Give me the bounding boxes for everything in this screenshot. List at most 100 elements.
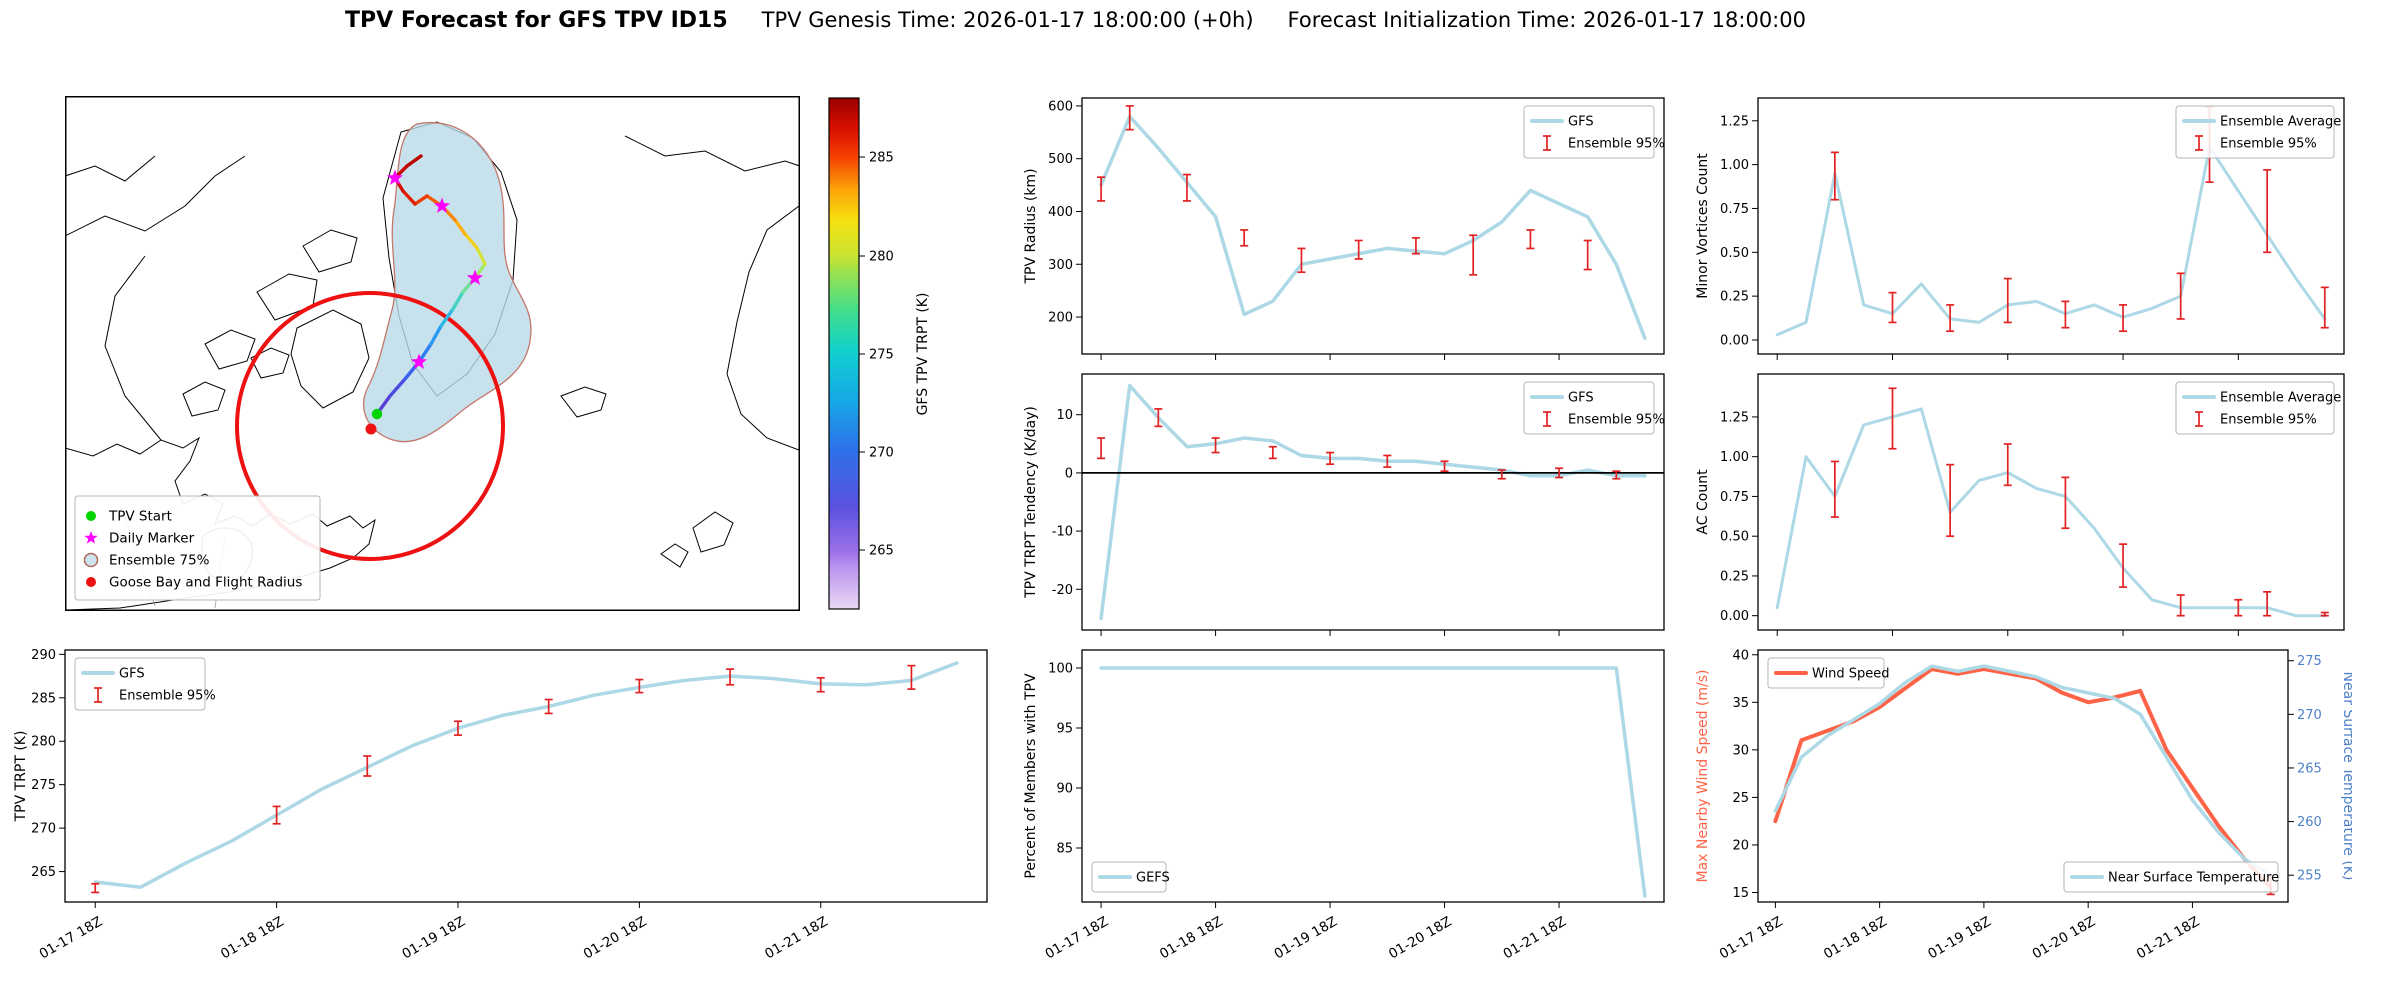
svg-text:Near Surface Temperature: Near Surface Temperature bbox=[2108, 871, 2279, 886]
svg-text:10: 10 bbox=[1056, 408, 1073, 423]
svg-text:85: 85 bbox=[1056, 842, 1073, 857]
svg-text:01-21 18Z: 01-21 18Z bbox=[1500, 914, 1569, 963]
svg-text:Percent of Members with TPV: Percent of Members with TPV bbox=[1023, 673, 1039, 879]
svg-text:-20: -20 bbox=[1052, 583, 1073, 598]
svg-text:Ensemble 95%: Ensemble 95% bbox=[1568, 137, 1665, 152]
svg-text:Near Surface Temperature (K): Near Surface Temperature (K) bbox=[2340, 672, 2352, 881]
map-canvas bbox=[66, 121, 799, 610]
svg-text:01-20 18Z: 01-20 18Z bbox=[2030, 914, 2099, 963]
colorbar-tick: 285 bbox=[869, 151, 894, 166]
svg-text:GFS: GFS bbox=[119, 667, 145, 682]
svg-text:95: 95 bbox=[1056, 722, 1073, 737]
chart-ac-count: 0.00 0.25 0.50 0.75 1.00 1.25 AC Count Ensemble… bbox=[1692, 364, 2352, 636]
svg-text:01-18 18Z: 01-18 18Z bbox=[218, 914, 287, 963]
map-frame bbox=[65, 96, 800, 611]
title-init: Forecast Initialization Time: 2026-01-17… bbox=[1287, 8, 1806, 32]
svg-text:0.75: 0.75 bbox=[1720, 202, 1749, 217]
chart-percent-members: 01-17 18Z 01-18 18Z 01-19 18Z 01-20 18Z 01-2… bbox=[1020, 640, 1670, 977]
svg-text:600: 600 bbox=[1048, 99, 1073, 114]
svg-text:270: 270 bbox=[2297, 708, 2322, 723]
svg-text:Ensemble 95%: Ensemble 95% bbox=[2220, 413, 2317, 428]
chart-tpv-radius: 200 300 400 500 600 TPV Radius (km) GFS Ensembl… bbox=[1020, 88, 1670, 360]
svg-text:40: 40 bbox=[1732, 648, 1749, 663]
svg-text:1.25: 1.25 bbox=[1720, 114, 1749, 129]
svg-text:285: 285 bbox=[31, 691, 56, 706]
daily-marker-icon bbox=[84, 531, 98, 544]
svg-text:0: 0 bbox=[1065, 466, 1073, 481]
svg-text:0.00: 0.00 bbox=[1720, 333, 1749, 348]
svg-text:255: 255 bbox=[2297, 869, 2322, 884]
svg-text:260: 260 bbox=[2297, 815, 2322, 830]
svg-text:Ensemble 95%: Ensemble 95% bbox=[2220, 137, 2317, 152]
legend-daily-marker: Daily Marker bbox=[109, 531, 195, 547]
map: TPV Start Daily Marker Ensemble 75% Goos… bbox=[65, 96, 931, 611]
svg-text:0.00: 0.00 bbox=[1720, 609, 1749, 624]
svg-text:GFS: GFS bbox=[1568, 391, 1594, 406]
svg-text:Wind Speed: Wind Speed bbox=[1812, 667, 1890, 682]
legend-tpv-start: TPV Start bbox=[108, 509, 172, 525]
svg-text:01-20 18Z: 01-20 18Z bbox=[581, 914, 650, 963]
svg-text:TPV TRPT Tendency (K/day): TPV TRPT Tendency (K/day) bbox=[1023, 406, 1039, 599]
svg-text:275: 275 bbox=[31, 778, 56, 793]
svg-text:TPV TRPT (K): TPV TRPT (K) bbox=[13, 731, 29, 823]
svg-text:90: 90 bbox=[1056, 782, 1073, 797]
svg-text:0.25: 0.25 bbox=[1720, 290, 1749, 305]
svg-text:1.00: 1.00 bbox=[1720, 158, 1749, 173]
svg-text:25: 25 bbox=[1732, 791, 1749, 806]
svg-text:Max Nearby Wind Speed (m/s): Max Nearby Wind Speed (m/s) bbox=[1695, 670, 1711, 883]
svg-text:Minor Vortices Count: Minor Vortices Count bbox=[1695, 153, 1711, 299]
svg-text:GFS: GFS bbox=[1568, 115, 1594, 130]
svg-text:0.50: 0.50 bbox=[1720, 246, 1749, 261]
svg-text:01-18 18Z: 01-18 18Z bbox=[1821, 914, 1890, 963]
tpv-start-icon bbox=[86, 511, 96, 521]
svg-text:01-17 18Z: 01-17 18Z bbox=[37, 914, 106, 963]
svg-text:Ensemble Average: Ensemble Average bbox=[2220, 115, 2341, 130]
legend-ensemble-75: Ensemble 75% bbox=[109, 553, 210, 569]
goose-bay-icon bbox=[86, 577, 96, 587]
colorbar-tick: 280 bbox=[869, 250, 894, 265]
svg-text:265: 265 bbox=[31, 865, 56, 880]
svg-text:01-19 18Z: 01-19 18Z bbox=[399, 914, 468, 963]
ensemble-region bbox=[363, 121, 532, 443]
svg-text:265: 265 bbox=[2297, 761, 2322, 776]
figure-title: TPV Forecast for GFS TPV ID15 TPV Genesis… bbox=[345, 8, 1840, 33]
colorbar-tick: 265 bbox=[869, 544, 894, 559]
svg-text:280: 280 bbox=[31, 735, 56, 750]
svg-text:30: 30 bbox=[1732, 743, 1749, 758]
svg-text:400: 400 bbox=[1048, 205, 1073, 220]
svg-text:Ensemble 95%: Ensemble 95% bbox=[119, 689, 216, 704]
svg-text:270: 270 bbox=[31, 822, 56, 837]
flight-radius-circle bbox=[235, 291, 505, 561]
svg-text:01-17 18Z: 01-17 18Z bbox=[1043, 914, 1112, 963]
svg-text:290: 290 bbox=[31, 648, 56, 663]
svg-text:01-21 18Z: 01-21 18Z bbox=[2134, 914, 2203, 963]
map-panel: TPV Start Daily Marker Ensemble 75% Goos… bbox=[65, 96, 975, 620]
svg-text:200: 200 bbox=[1048, 311, 1073, 326]
svg-text:275: 275 bbox=[2297, 654, 2322, 669]
svg-text:0.50: 0.50 bbox=[1720, 530, 1749, 545]
chart-minor-vortices: 0.00 0.25 0.50 0.75 1.00 1.25 Minor Vortices C… bbox=[1692, 88, 2352, 360]
tpv-track bbox=[365, 154, 487, 435]
svg-text:100: 100 bbox=[1048, 662, 1073, 677]
svg-text:01-19 18Z: 01-19 18Z bbox=[1925, 914, 1994, 963]
svg-text:01-21 18Z: 01-21 18Z bbox=[762, 914, 831, 963]
title-main: TPV Forecast for GFS TPV ID15 bbox=[345, 8, 728, 33]
chart-trpt-tendency: -20 -10 0 10 TPV TRPT Tendency (K/day) GFS Ens… bbox=[1020, 364, 1670, 636]
svg-text:35: 35 bbox=[1732, 696, 1749, 711]
chart-tpv-trpt: 01-17 18Z 01-18 18Z 01-19 18Z 01-20 18Z 01-2… bbox=[10, 642, 995, 977]
chart-wind-temp: 01-17 18Z 01-18 18Z 01-19 18Z 01-20 18Z 01-2… bbox=[1692, 640, 2356, 977]
svg-text:AC Count: AC Count bbox=[1695, 469, 1711, 535]
svg-text:0.75: 0.75 bbox=[1720, 490, 1749, 505]
svg-text:15: 15 bbox=[1732, 886, 1749, 901]
colorbar-tick: 270 bbox=[869, 446, 894, 461]
svg-text:01-19 18Z: 01-19 18Z bbox=[1271, 914, 1340, 963]
svg-text:20: 20 bbox=[1732, 838, 1749, 853]
ensemble-75-icon bbox=[83, 552, 99, 568]
svg-text:01-18 18Z: 01-18 18Z bbox=[1157, 914, 1226, 963]
svg-text:Ensemble 95%: Ensemble 95% bbox=[1568, 413, 1665, 428]
svg-text:01-17 18Z: 01-17 18Z bbox=[1717, 914, 1786, 963]
colorbar-label: GFS TPV TRPT (K) bbox=[915, 293, 931, 416]
colorbar: 265 270 275 280 285 GFS TPV TRPT (K) bbox=[828, 97, 931, 610]
svg-text:01-20 18Z: 01-20 18Z bbox=[1386, 914, 1455, 963]
